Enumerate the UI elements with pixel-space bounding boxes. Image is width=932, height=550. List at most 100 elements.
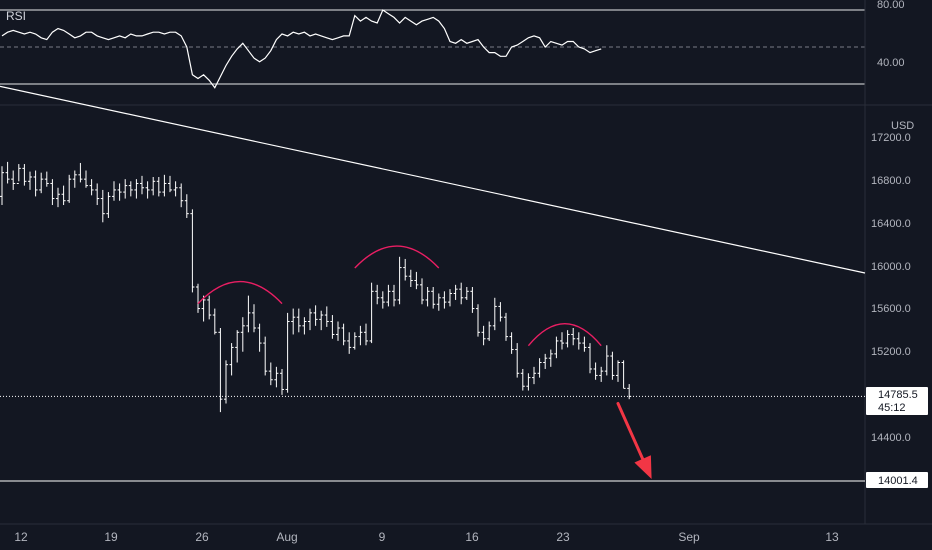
ohlc-bar xyxy=(498,302,503,322)
ohlc-bar xyxy=(397,256,402,305)
ohlc-bar xyxy=(22,164,27,186)
ohlc-bar xyxy=(268,362,273,386)
ohlc-bar xyxy=(431,287,436,309)
ohlc-bar xyxy=(341,323,346,346)
ohlc-bar xyxy=(470,287,475,313)
price-tick: 14400.0 xyxy=(871,432,911,444)
ohlc-bar xyxy=(599,366,604,382)
ohlc-bar xyxy=(492,297,497,331)
ohlc-bar xyxy=(548,349,553,367)
ohlc-bar xyxy=(403,258,408,281)
bar-countdown: 45:12 xyxy=(878,402,906,414)
ohlc-bar xyxy=(347,332,352,354)
ohlc-bar xyxy=(212,308,217,335)
arrow-shaft xyxy=(616,401,645,461)
down-arrow-annotation[interactable] xyxy=(616,401,652,479)
x-tick: Sep xyxy=(678,530,700,544)
ohlc-bar xyxy=(240,317,245,352)
ohlc-bar xyxy=(308,308,312,331)
rsi-axis[interactable]: 80.00 40.00 xyxy=(877,0,905,69)
last-price-value: 14785.5 xyxy=(878,389,918,401)
ohlc-bar xyxy=(476,304,480,337)
shoulder-arc xyxy=(197,281,283,305)
ohlc-bar xyxy=(481,325,486,346)
time-axis[interactable]: 12 19 26 Aug 9 16 23 Sep 13 xyxy=(14,530,839,544)
ohlc-bar xyxy=(296,308,301,333)
ohlc-bar xyxy=(168,175,172,193)
x-tick: 12 xyxy=(14,530,28,544)
ohlc-bar xyxy=(571,327,576,346)
price-tick: 16400.0 xyxy=(871,218,911,230)
ohlc-bar xyxy=(84,170,88,188)
ohlc-bar xyxy=(263,336,268,376)
ohlc-bar xyxy=(358,325,363,346)
ohlc-bar xyxy=(543,353,548,369)
ohlc-bar xyxy=(28,171,32,190)
rsi-label: RSI xyxy=(6,9,26,23)
ohlc-bar xyxy=(291,308,296,335)
ohlc-bar xyxy=(67,174,72,203)
ohlc-bar xyxy=(330,315,335,339)
descending-trendline[interactable] xyxy=(0,85,866,274)
ohlc-bar xyxy=(588,343,592,374)
ohlc-bar xyxy=(112,181,116,201)
ohlc-bar xyxy=(280,368,284,395)
ohlc-bar xyxy=(235,330,240,363)
ohlc-bar xyxy=(106,192,111,218)
ohlc-bar xyxy=(156,176,161,197)
ohlc-bar xyxy=(459,282,464,305)
last-price-tag: 14785.5 45:12 xyxy=(866,387,928,415)
ohlc-bar xyxy=(336,321,340,341)
ohlc-bar xyxy=(252,304,256,333)
head-and-shoulders-arcs[interactable] xyxy=(197,245,602,347)
ohlc-bar xyxy=(520,368,525,391)
ohlc-bar xyxy=(89,179,94,196)
ohlc-bar xyxy=(375,284,380,305)
target-price-tag: 14001.4 xyxy=(866,472,928,488)
ohlc-bar xyxy=(123,179,128,199)
x-tick: 16 xyxy=(465,530,479,544)
ohlc-bar xyxy=(442,291,447,309)
ohlc-bar xyxy=(218,327,223,413)
ohlc-bar xyxy=(414,271,419,290)
ohlc-bar xyxy=(207,295,212,320)
ohlc-bar xyxy=(487,321,492,341)
ohlc-bar xyxy=(352,332,357,350)
ohlc-bar xyxy=(100,189,105,223)
ohlc-bar xyxy=(179,183,184,208)
price-tick: 16800.0 xyxy=(871,175,911,187)
shoulder-arc xyxy=(354,245,440,269)
ohlc-bar xyxy=(324,306,329,327)
arrow-head xyxy=(634,455,652,479)
ohlc-bar xyxy=(140,175,144,195)
target-price-value: 14001.4 xyxy=(878,475,918,487)
ohlc-bar xyxy=(436,293,441,311)
x-tick: 19 xyxy=(104,530,118,544)
ohlc-bar xyxy=(621,360,626,389)
ohlc-bar xyxy=(173,181,178,197)
price-tick: 17200.0 xyxy=(871,132,911,144)
ohlc-bar xyxy=(184,194,189,218)
ohlc-bar xyxy=(593,362,598,380)
x-tick: 9 xyxy=(379,530,386,544)
ohlc-bar xyxy=(50,179,55,206)
ohlc-bar xyxy=(392,284,396,307)
ohlc-bar xyxy=(16,164,21,184)
ohlc-bar xyxy=(515,343,520,378)
ohlc-bar xyxy=(61,185,66,206)
ohlc-bar xyxy=(448,289,452,307)
price-axis[interactable]: USD 17200.0 16800.0 16400.0 16000.0 1560… xyxy=(871,120,914,444)
ohlc-bar xyxy=(246,295,251,333)
x-tick: 23 xyxy=(556,530,570,544)
ohlc-bar xyxy=(464,287,469,300)
ohlc-bar xyxy=(313,305,318,326)
ohlc-bar xyxy=(5,161,10,184)
ohlc-bar xyxy=(11,170,16,190)
shoulder-arc xyxy=(527,323,602,347)
ohlc-bar xyxy=(196,283,200,313)
ohlc-bar xyxy=(420,278,424,305)
ohlc-bar xyxy=(554,336,559,359)
ohlc-bar xyxy=(364,323,368,346)
ohlc-bar xyxy=(285,312,290,393)
